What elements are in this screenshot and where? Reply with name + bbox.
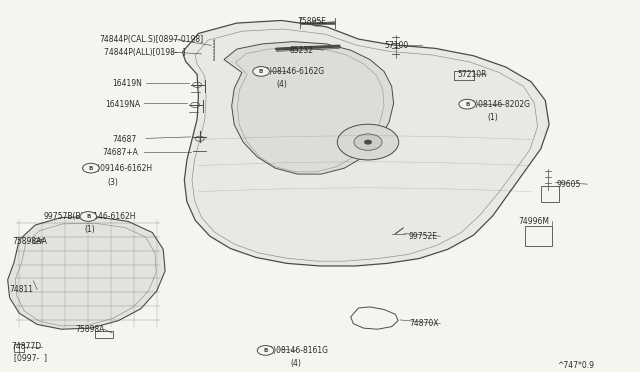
Text: 74844P(ALL)[0198-  ]: 74844P(ALL)[0198- ] <box>104 48 186 57</box>
Text: 99757B(B)08146-6162H: 99757B(B)08146-6162H <box>44 212 136 221</box>
Text: (B)09146-6162H: (B)09146-6162H <box>90 164 153 173</box>
Polygon shape <box>182 20 549 266</box>
Text: (B)08146-8161G: (B)08146-8161G <box>266 346 328 355</box>
Circle shape <box>337 124 399 160</box>
Circle shape <box>253 67 269 76</box>
Text: 75895E: 75895E <box>298 17 326 26</box>
Text: 99752E: 99752E <box>408 232 437 241</box>
Circle shape <box>257 346 274 355</box>
Text: (B)08146-8202G: (B)08146-8202G <box>467 100 530 109</box>
Text: 74811: 74811 <box>10 285 34 294</box>
Text: (1): (1) <box>488 113 499 122</box>
Text: 16419NA: 16419NA <box>106 100 141 109</box>
Text: B: B <box>264 348 268 353</box>
Text: 75898A: 75898A <box>76 325 105 334</box>
Text: 74844P(CAL.S)[0897-0198]: 74844P(CAL.S)[0897-0198] <box>99 35 204 44</box>
Text: B: B <box>89 166 93 171</box>
Circle shape <box>80 212 97 221</box>
Text: ^747*0.9: ^747*0.9 <box>557 361 594 370</box>
Bar <box>14 344 24 352</box>
Text: 74687+A: 74687+A <box>102 148 138 157</box>
Text: 99605: 99605 <box>557 180 581 189</box>
Text: 74870X: 74870X <box>410 319 439 328</box>
Text: 74687: 74687 <box>112 135 136 144</box>
Text: 85232: 85232 <box>289 46 314 55</box>
Text: [0997-  ]: [0997- ] <box>14 353 47 362</box>
Text: B: B <box>259 69 263 74</box>
Text: 57100: 57100 <box>384 41 408 50</box>
Text: 74877D: 74877D <box>12 342 42 351</box>
Text: 75898AA: 75898AA <box>13 237 47 246</box>
Text: 16419N: 16419N <box>112 79 142 88</box>
Bar <box>541 186 559 202</box>
Bar <box>525 226 552 246</box>
Text: 74996M: 74996M <box>518 217 549 226</box>
Bar <box>95 331 113 338</box>
Circle shape <box>364 140 372 144</box>
Polygon shape <box>224 42 394 174</box>
Text: 57210R: 57210R <box>458 70 487 79</box>
Polygon shape <box>8 217 165 329</box>
Text: (4): (4) <box>290 359 301 368</box>
Circle shape <box>83 163 99 173</box>
Text: B: B <box>465 102 469 107</box>
Circle shape <box>459 99 476 109</box>
Text: B: B <box>86 214 90 219</box>
Text: (1): (1) <box>84 225 95 234</box>
Circle shape <box>354 134 382 150</box>
Text: (3): (3) <box>107 178 118 187</box>
Text: (4): (4) <box>276 80 287 89</box>
Text: (B)08146-6162G: (B)08146-6162G <box>261 67 324 76</box>
